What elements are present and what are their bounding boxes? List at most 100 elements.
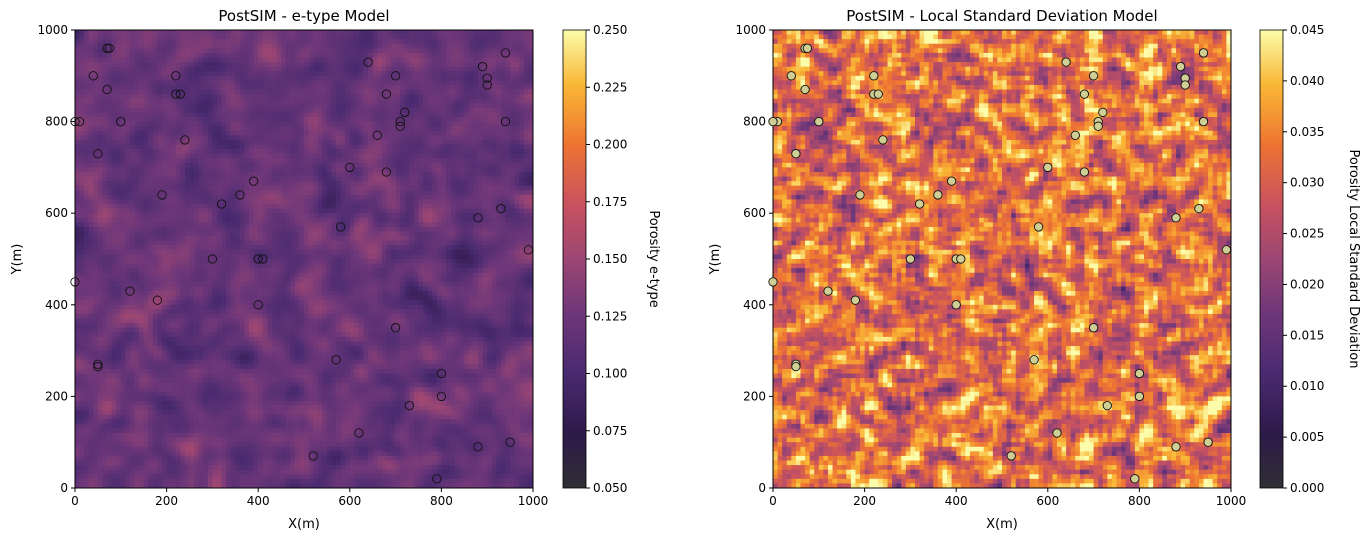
heatmap-cell bbox=[441, 217, 447, 223]
heatmap-cell bbox=[125, 240, 131, 246]
heatmap-cell bbox=[409, 181, 415, 187]
heatmap-cell bbox=[358, 162, 364, 168]
heatmap-cell bbox=[432, 30, 438, 35]
heatmap-cell bbox=[313, 39, 319, 45]
heatmap-cell bbox=[97, 52, 103, 58]
heatmap-cell bbox=[368, 194, 374, 200]
heatmap-cell bbox=[528, 158, 534, 164]
heatmap-cell bbox=[372, 194, 378, 200]
heatmap-cell bbox=[139, 135, 145, 141]
heatmap-cell bbox=[102, 240, 108, 246]
heatmap-cell bbox=[253, 135, 259, 141]
heatmap-cell bbox=[459, 208, 465, 214]
heatmap-cell bbox=[313, 57, 319, 63]
heatmap-cell bbox=[212, 66, 218, 72]
heatmap-cell bbox=[166, 208, 172, 214]
heatmap-cell bbox=[226, 213, 232, 219]
heatmap-cell bbox=[391, 71, 396, 77]
heatmap-cell bbox=[404, 171, 410, 177]
heatmap-cell bbox=[230, 236, 236, 242]
heatmap-cell bbox=[226, 240, 232, 246]
heatmap-cell bbox=[235, 75, 241, 81]
heatmap-cell bbox=[336, 153, 341, 159]
heatmap-cell bbox=[505, 149, 511, 155]
heatmap-cell bbox=[107, 158, 112, 164]
heatmap-cell bbox=[413, 217, 419, 223]
heatmap-cell bbox=[244, 52, 250, 58]
heatmap-cell bbox=[409, 190, 415, 196]
heatmap-cell bbox=[468, 62, 474, 67]
heatmap-cell bbox=[235, 162, 241, 168]
heatmap-cell bbox=[281, 204, 287, 209]
heatmap-cell bbox=[276, 39, 282, 45]
heatmap-cell bbox=[157, 249, 163, 255]
heatmap-cell bbox=[230, 112, 236, 118]
heatmap-cell bbox=[450, 130, 456, 136]
heatmap-cell bbox=[400, 66, 406, 72]
heatmap-cell bbox=[212, 153, 218, 159]
heatmap-cell bbox=[528, 112, 534, 118]
heatmap-cell bbox=[116, 103, 122, 109]
heatmap-cell bbox=[249, 71, 254, 77]
heatmap-cell bbox=[491, 89, 497, 95]
heatmap-cell bbox=[162, 254, 167, 260]
heatmap-cell bbox=[258, 84, 264, 90]
heatmap-cell bbox=[249, 30, 254, 35]
heatmap-cell bbox=[381, 167, 387, 173]
heatmap-cell bbox=[271, 190, 277, 196]
heatmap-cell bbox=[322, 43, 328, 49]
heatmap-cell bbox=[166, 112, 172, 118]
heatmap-cell bbox=[212, 71, 218, 77]
heatmap-cell bbox=[363, 185, 369, 191]
heatmap-cell bbox=[354, 84, 360, 90]
heatmap-cell bbox=[267, 135, 273, 141]
heatmap-cell bbox=[317, 107, 323, 113]
heatmap-cell bbox=[363, 139, 369, 145]
heatmap-cell bbox=[336, 249, 341, 255]
heatmap-cell bbox=[97, 48, 103, 54]
heatmap-cell bbox=[116, 130, 122, 136]
heatmap-cell bbox=[116, 117, 122, 122]
heatmap-cell bbox=[491, 144, 497, 150]
heatmap-cell bbox=[143, 89, 149, 95]
heatmap-cell bbox=[386, 245, 392, 251]
heatmap-cell bbox=[116, 144, 122, 150]
heatmap-cell bbox=[500, 181, 506, 187]
heatmap-cell bbox=[111, 158, 117, 164]
heatmap-cell bbox=[180, 240, 186, 246]
heatmap-cell bbox=[281, 75, 287, 81]
heatmap-cell bbox=[304, 89, 309, 95]
heatmap-cell bbox=[413, 231, 419, 237]
heatmap-cell bbox=[514, 48, 520, 54]
heatmap-cell bbox=[262, 176, 268, 182]
heatmap-cell bbox=[143, 162, 149, 168]
heatmap-cell bbox=[226, 162, 232, 168]
heatmap-cell bbox=[111, 199, 117, 205]
heatmap-cell bbox=[368, 167, 374, 173]
heatmap-cell bbox=[404, 89, 410, 95]
heatmap-cell bbox=[235, 139, 241, 145]
heatmap-cell bbox=[93, 139, 99, 145]
heatmap-cell bbox=[111, 185, 117, 191]
heatmap-cell bbox=[510, 185, 516, 191]
heatmap-cell bbox=[304, 84, 309, 90]
heatmap-cell bbox=[336, 126, 341, 132]
heatmap-cell bbox=[377, 89, 383, 95]
heatmap-cell bbox=[395, 208, 401, 214]
heatmap-cell bbox=[212, 167, 218, 173]
heatmap-cell bbox=[129, 231, 135, 237]
heatmap-cell bbox=[487, 194, 493, 200]
heatmap-cell bbox=[203, 103, 209, 109]
heatmap-cell bbox=[523, 236, 529, 242]
heatmap-cell bbox=[171, 240, 177, 246]
heatmap-cell bbox=[340, 34, 346, 40]
heatmap-cell bbox=[400, 204, 406, 209]
heatmap-cell bbox=[455, 107, 461, 113]
heatmap-cell bbox=[478, 89, 483, 95]
heatmap-cell bbox=[221, 34, 227, 40]
heatmap-cell bbox=[290, 30, 296, 35]
heatmap-cell bbox=[157, 62, 163, 67]
heatmap-cell bbox=[432, 48, 438, 54]
heatmap-cell bbox=[349, 98, 355, 104]
heatmap-cell bbox=[340, 130, 346, 136]
